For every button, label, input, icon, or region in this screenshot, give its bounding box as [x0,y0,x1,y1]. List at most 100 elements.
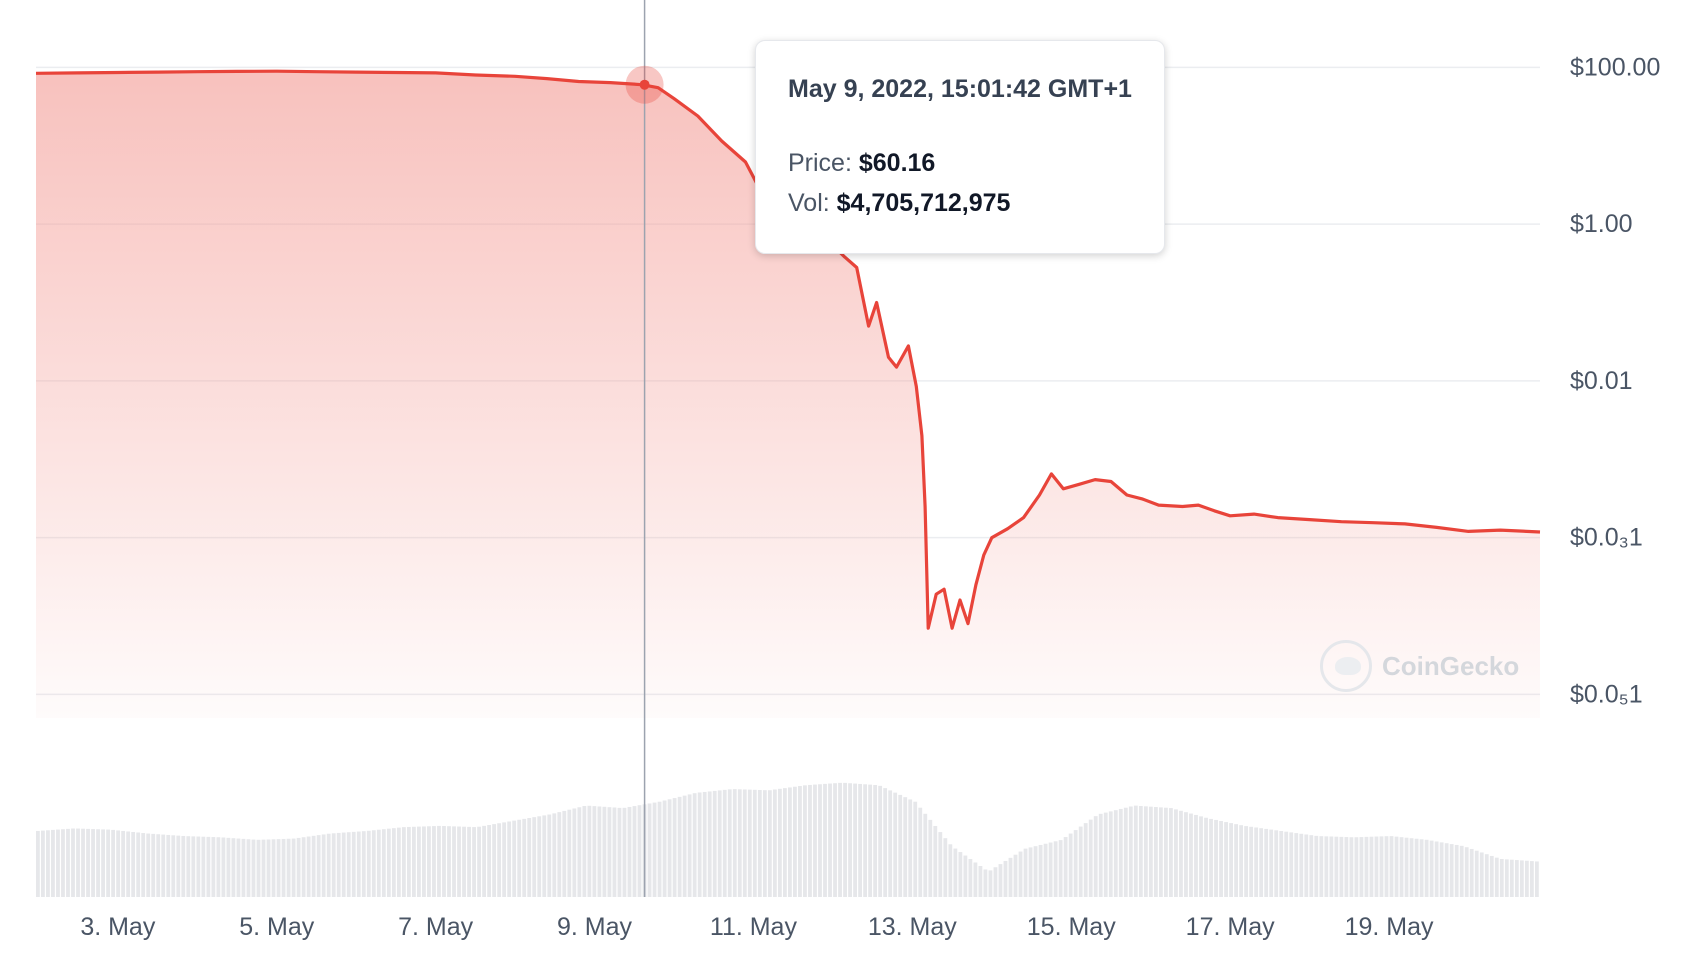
volume-bar [1514,860,1519,897]
volume-bar [727,789,732,897]
volume-bar [106,829,110,897]
volume-bar [76,828,80,897]
volume-bar [271,839,276,897]
volume-bar [66,828,70,897]
volume-bar [1043,843,1048,897]
volume-bar [878,785,883,897]
volume-bar [948,844,953,897]
volume-bar [56,829,60,897]
volume-bar [1083,823,1088,897]
volume-bar [1339,836,1344,897]
volume-bar [818,784,822,897]
volume-bar [246,839,251,897]
volume-bar [261,839,266,897]
volume-bar [828,783,832,897]
x-tick-label: 15. May [1027,913,1116,941]
volume-bar [91,829,95,897]
volume-bar [988,870,993,897]
volume-bar [216,837,221,897]
volume-bar [527,818,532,897]
volume-bar [1133,805,1138,897]
volume-bar [1294,833,1299,897]
volume-bar [1474,850,1479,897]
volume-bar [1354,837,1359,897]
volume-bar [1093,816,1098,897]
volume-bar [1499,859,1504,897]
volume-bar [1073,830,1078,897]
volume-bar [1174,809,1178,897]
volume-bar [627,806,632,897]
volume-bar [532,817,537,897]
volume-bar [1068,833,1073,897]
volume-bar [853,783,857,897]
volume-bar [1469,848,1474,897]
volume-bar [101,829,105,897]
volume-bar [963,855,968,897]
volume-bar [587,805,592,897]
volume-bar [1324,836,1329,897]
volume-bar [507,821,512,897]
volume-bar [477,826,481,897]
volume-bar [617,807,622,897]
volume-bar [687,794,692,897]
coingecko-watermark: CoinGecko [1320,640,1519,692]
volume-bar [221,837,226,897]
volume-bar [201,836,206,897]
volume-bar [341,832,346,897]
volume-bar [46,830,50,897]
volume-bar [256,839,261,897]
tooltip-vol-value: $4,705,712,975 [836,189,1011,217]
volume-bar [848,783,852,897]
x-tick-label: 19. May [1345,913,1434,941]
volume-bar [537,816,542,897]
volume-bar [121,830,126,897]
volume-bar [266,839,271,897]
volume-bar [301,837,306,897]
volume-bar [622,807,627,897]
volume-bar [923,813,928,897]
volume-bars [36,782,1539,897]
volume-bar [422,826,426,897]
volume-bar [637,805,642,897]
volume-bar [1404,837,1409,897]
volume-bar [1128,806,1133,897]
volume-bar [913,801,918,897]
volume-bar [176,835,181,897]
volume-bar [868,784,873,897]
volume-bar [717,790,722,897]
tooltip-price-label: Price: [788,149,852,177]
volume-bar [1088,819,1093,897]
volume-bar [557,812,562,897]
volume-bar [1028,847,1033,897]
volume-bar [577,807,582,897]
volume-bar [662,800,667,897]
volume-bar [1179,810,1183,897]
volume-bar [1484,854,1489,897]
volume-bar [1239,825,1244,897]
volume-bar [321,834,326,897]
volume-bar [427,826,431,897]
volume-bar [993,867,998,897]
volume-bar [782,788,787,897]
volume-bar [1434,841,1439,897]
volume-bar [838,782,842,897]
volume-bar [462,826,466,897]
y-tick-label: $0.01 [1570,367,1633,395]
volume-bar [858,783,862,897]
volume-bar [958,852,963,897]
volume-bar [326,833,331,897]
volume-bar [1038,844,1043,897]
volume-bar [1013,854,1018,897]
volume-bar [707,791,712,897]
volume-bar [1319,836,1324,897]
volume-bar [1454,844,1459,897]
volume-bar [96,829,100,897]
volume-bar [452,826,456,897]
volume-bar [928,819,933,897]
volume-bar [36,830,40,897]
volume-bar [597,806,602,897]
volume-bar [903,797,908,897]
volume-bar [582,806,587,897]
volume-bar [251,839,256,897]
volume-bar [1229,823,1233,897]
